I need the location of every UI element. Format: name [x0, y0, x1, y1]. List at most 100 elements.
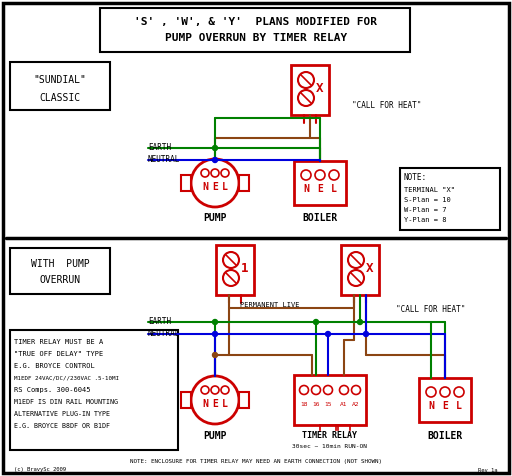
Text: PUMP: PUMP [203, 431, 227, 441]
Text: PUMP OVERRUN BY TIMER RELAY: PUMP OVERRUN BY TIMER RELAY [165, 33, 347, 43]
Text: 1: 1 [241, 261, 249, 275]
Circle shape [348, 252, 364, 268]
Text: 15: 15 [324, 401, 332, 407]
Bar [181, 175, 191, 191]
Circle shape [454, 387, 464, 397]
Text: OVERRUN: OVERRUN [39, 275, 80, 285]
Bar [181, 392, 191, 408]
Bar [10, 330, 178, 450]
Bar [400, 168, 500, 230]
Text: X: X [316, 81, 324, 95]
Bar [239, 392, 249, 408]
Text: TIMER RELAY: TIMER RELAY [303, 432, 357, 440]
Circle shape [329, 170, 339, 180]
Text: L: L [331, 184, 337, 194]
Circle shape [211, 386, 219, 394]
Bar [291, 65, 329, 115]
Circle shape [326, 331, 331, 337]
Circle shape [221, 169, 229, 177]
Bar [100, 8, 410, 52]
Text: NEUTRAL: NEUTRAL [148, 156, 180, 165]
Text: ALTERNATIVE PLUG-IN TYPE: ALTERNATIVE PLUG-IN TYPE [14, 411, 110, 417]
Bar [294, 375, 366, 425]
Circle shape [223, 270, 239, 286]
Bar [216, 245, 254, 295]
Text: E: E [212, 399, 218, 409]
Bar [419, 378, 471, 422]
Text: "CALL FOR HEAT": "CALL FOR HEAT" [352, 100, 421, 109]
Text: EARTH: EARTH [148, 143, 171, 152]
Text: TIMER RELAY MUST BE A: TIMER RELAY MUST BE A [14, 339, 103, 345]
Circle shape [301, 170, 311, 180]
Text: "CALL FOR HEAT": "CALL FOR HEAT" [396, 306, 465, 315]
Text: NEUTRAL: NEUTRAL [148, 329, 180, 338]
Text: CLASSIC: CLASSIC [39, 93, 80, 103]
Text: PERMANENT LIVE: PERMANENT LIVE [240, 302, 300, 308]
Text: 'S' , 'W', & 'Y'  PLANS MODIFIED FOR: 'S' , 'W', & 'Y' PLANS MODIFIED FOR [135, 17, 377, 27]
Text: A2: A2 [352, 401, 360, 407]
Circle shape [313, 319, 318, 325]
Text: PUMP: PUMP [203, 213, 227, 223]
Text: BOILER: BOILER [428, 431, 463, 441]
Circle shape [212, 353, 218, 357]
Circle shape [212, 319, 218, 325]
Circle shape [221, 386, 229, 394]
Text: 16: 16 [312, 401, 320, 407]
Text: "SUNDIAL": "SUNDIAL" [34, 75, 87, 85]
Text: E.G. BROYCE B8DF OR B1DF: E.G. BROYCE B8DF OR B1DF [14, 423, 110, 429]
Bar [341, 245, 379, 295]
Text: (c) BravySc 2009: (c) BravySc 2009 [14, 467, 66, 473]
Text: E.G. BROYCE CONTROL: E.G. BROYCE CONTROL [14, 363, 95, 369]
Text: NOTE: ENCLOSURE FOR TIMER RELAY MAY NEED AN EARTH CONNECTION (NOT SHOWN): NOTE: ENCLOSURE FOR TIMER RELAY MAY NEED… [130, 458, 382, 464]
Circle shape [426, 387, 436, 397]
Circle shape [191, 159, 239, 207]
Text: 30sec ~ 10min RUN-ON: 30sec ~ 10min RUN-ON [292, 445, 368, 449]
Text: RS Comps. 300-6045: RS Comps. 300-6045 [14, 387, 91, 393]
Circle shape [212, 331, 218, 337]
Circle shape [300, 386, 309, 395]
Circle shape [364, 331, 369, 337]
Circle shape [324, 386, 332, 395]
Text: BOILER: BOILER [303, 213, 337, 223]
Bar [239, 175, 249, 191]
Circle shape [352, 386, 360, 395]
Text: L: L [456, 401, 462, 411]
Text: M1EDF IS DIN RAIL MOUNTING: M1EDF IS DIN RAIL MOUNTING [14, 399, 118, 405]
Text: WITH  PUMP: WITH PUMP [31, 259, 90, 269]
Text: TERMINAL "X": TERMINAL "X" [404, 187, 455, 193]
Text: M1EDF 24VAC/DC//230VAC .5-10MI: M1EDF 24VAC/DC//230VAC .5-10MI [14, 376, 119, 380]
Text: E: E [317, 184, 323, 194]
Circle shape [348, 270, 364, 286]
Text: A1: A1 [340, 401, 348, 407]
Text: S-Plan = 10: S-Plan = 10 [404, 197, 451, 203]
Circle shape [201, 386, 209, 394]
Circle shape [191, 376, 239, 424]
Circle shape [223, 252, 239, 268]
Circle shape [339, 386, 349, 395]
Text: E: E [442, 401, 448, 411]
Circle shape [201, 169, 209, 177]
Bar [294, 161, 346, 205]
Text: 18: 18 [300, 401, 308, 407]
Circle shape [298, 72, 314, 88]
Text: X: X [366, 261, 374, 275]
Text: E: E [212, 182, 218, 192]
Circle shape [211, 169, 219, 177]
Bar [10, 62, 110, 110]
Text: N: N [428, 401, 434, 411]
Text: L: L [222, 399, 228, 409]
Text: N: N [303, 184, 309, 194]
Circle shape [315, 170, 325, 180]
Text: "TRUE OFF DELAY" TYPE: "TRUE OFF DELAY" TYPE [14, 351, 103, 357]
Circle shape [298, 90, 314, 106]
Text: NOTE:: NOTE: [404, 173, 427, 182]
Circle shape [212, 146, 218, 150]
Text: N: N [202, 399, 208, 409]
Text: N: N [202, 182, 208, 192]
Text: W-Plan = 7: W-Plan = 7 [404, 207, 446, 213]
Text: L: L [222, 182, 228, 192]
Circle shape [357, 319, 362, 325]
Circle shape [212, 158, 218, 162]
Circle shape [440, 387, 450, 397]
Text: EARTH: EARTH [148, 317, 171, 327]
